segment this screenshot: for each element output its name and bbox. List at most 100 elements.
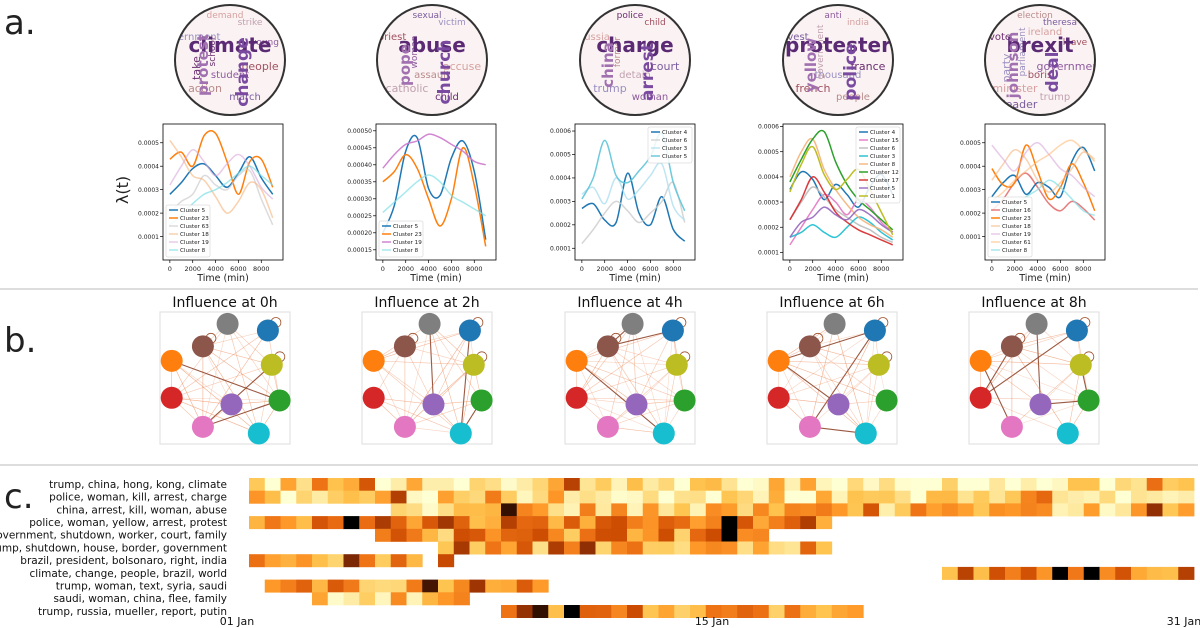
heatmap-cell	[1083, 503, 1100, 517]
heatmap-cell	[753, 490, 770, 504]
heatmap-cell	[1020, 503, 1037, 517]
legend-entry: Cluster 19	[393, 240, 422, 246]
heatmap-cell	[705, 605, 722, 618]
influence-edge	[778, 360, 887, 401]
cluster-node	[256, 319, 279, 342]
heatmap-cell	[264, 554, 281, 568]
legend-entry: Cluster 8	[1002, 248, 1028, 254]
x-tick-label: 8000	[665, 265, 682, 273]
wordcloud-word: assault	[414, 70, 450, 81]
heatmap-cell	[642, 528, 659, 542]
heatmap-cell	[469, 579, 486, 593]
heatmap-cell	[737, 478, 754, 491]
heatmap-cell	[627, 605, 644, 618]
heatmap-cell	[595, 478, 612, 491]
heatmap-cell	[438, 516, 455, 530]
network-title: Influence at 2h	[374, 295, 479, 311]
heatmap-row-label: trump, russia, mueller, report, putin	[38, 606, 227, 618]
heatmap-cell	[800, 503, 817, 517]
wordcloud-keyword: charge	[596, 33, 673, 57]
legend-entry: Cluster 1	[870, 194, 896, 200]
influence-edge	[809, 330, 875, 347]
heatmap-cell	[690, 605, 707, 618]
cluster-node	[621, 312, 644, 335]
heatmap-cell	[296, 490, 313, 504]
y-tick-label: 0.00025	[347, 213, 372, 220]
legend-entry: Cluster 8	[870, 162, 896, 168]
heatmap-cell	[1005, 503, 1022, 517]
heatmap-cell	[989, 503, 1006, 517]
heatmap-cell	[1162, 478, 1179, 491]
influence-edge	[171, 330, 269, 399]
wordcloud-word: ireland	[1028, 27, 1062, 38]
influence-edge	[809, 346, 879, 366]
heatmap-cell	[800, 541, 817, 555]
heatmap-cell	[595, 516, 612, 530]
heatmap-cell	[264, 579, 281, 593]
cluster-node	[247, 422, 270, 445]
cluster-node	[565, 386, 588, 409]
legend-entry: Cluster 23	[180, 216, 209, 222]
legend: Cluster 5 Cluster 16 Cluster 23 Cluster 18 C…	[987, 196, 1033, 258]
legend-entry: Cluster 5	[180, 208, 206, 214]
series-line	[169, 156, 274, 195]
heatmap-cell	[390, 478, 407, 491]
series-line	[382, 174, 487, 217]
wordcloud-keyword: police	[841, 43, 861, 100]
heatmap-cell	[690, 490, 707, 504]
influence-edge	[576, 323, 633, 398]
influence-edge	[460, 330, 471, 434]
x-axis-label: Time (min)	[196, 273, 249, 284]
influence-edge	[1036, 323, 1042, 405]
x-tick-label: 2000	[184, 265, 201, 273]
heatmap-cell	[674, 541, 691, 555]
heatmap-cell	[579, 541, 596, 555]
heatmap-cell	[1052, 490, 1069, 504]
x-tick-label: 6000	[1052, 265, 1069, 273]
influence-edge	[865, 364, 880, 434]
legend-entry: Cluster 5	[393, 224, 419, 230]
series-line	[789, 186, 894, 244]
influence-edge	[576, 360, 677, 366]
heatmap-cell	[721, 541, 738, 555]
wordcloud-disc	[783, 5, 893, 115]
heatmap-cell	[816, 605, 833, 618]
influence-edge	[373, 330, 470, 362]
y-tick-label: 0.0003	[138, 187, 159, 194]
influence-edge	[1011, 346, 1089, 401]
heatmap-cell	[658, 528, 675, 542]
influence-edge	[980, 360, 1041, 405]
panel-label-a: a.	[4, 3, 36, 43]
heatmap-cell	[674, 478, 691, 491]
heatmap-cell	[1162, 566, 1179, 580]
intensity-chart: 0 2000 4000 6000 8000 0.00015 0.00020 0.00025 0.…	[347, 123, 497, 284]
heatmap-cell	[926, 478, 943, 491]
heatmap-row-label: police, woman, kill, arrest, charge	[49, 492, 227, 504]
wordcloud-word: detain	[619, 70, 651, 81]
heatmap-cell	[501, 503, 518, 517]
y-tick-label: 0.0001	[960, 234, 981, 241]
legend-entry: Cluster 4	[662, 130, 688, 136]
cluster-node	[596, 335, 619, 358]
heatmap-cell	[595, 528, 612, 542]
influence-edge	[460, 364, 475, 434]
heatmap-cell	[1146, 478, 1163, 491]
x-axis-label: Time (min)	[816, 273, 869, 284]
heatmap-cell	[548, 541, 565, 555]
heatmap-cell	[800, 605, 817, 618]
heatmap-cell	[721, 528, 738, 542]
influence-edge	[865, 330, 876, 434]
x-tick-label: 0	[788, 265, 792, 273]
heatmap-cell	[627, 528, 644, 542]
cluster-node	[1029, 393, 1052, 416]
network-title: Influence at 8h	[981, 295, 1086, 311]
y-tick-label: 0.0003	[960, 187, 981, 194]
heatmap-cell	[1052, 503, 1069, 517]
legend-entry: Cluster 4	[870, 130, 896, 136]
wordcloud-word: thousand	[815, 70, 862, 81]
heatmap-cell	[438, 554, 455, 568]
cluster-node	[418, 312, 441, 335]
heatmap-row-label: trump, shutdown, house, border, governme…	[0, 542, 227, 554]
